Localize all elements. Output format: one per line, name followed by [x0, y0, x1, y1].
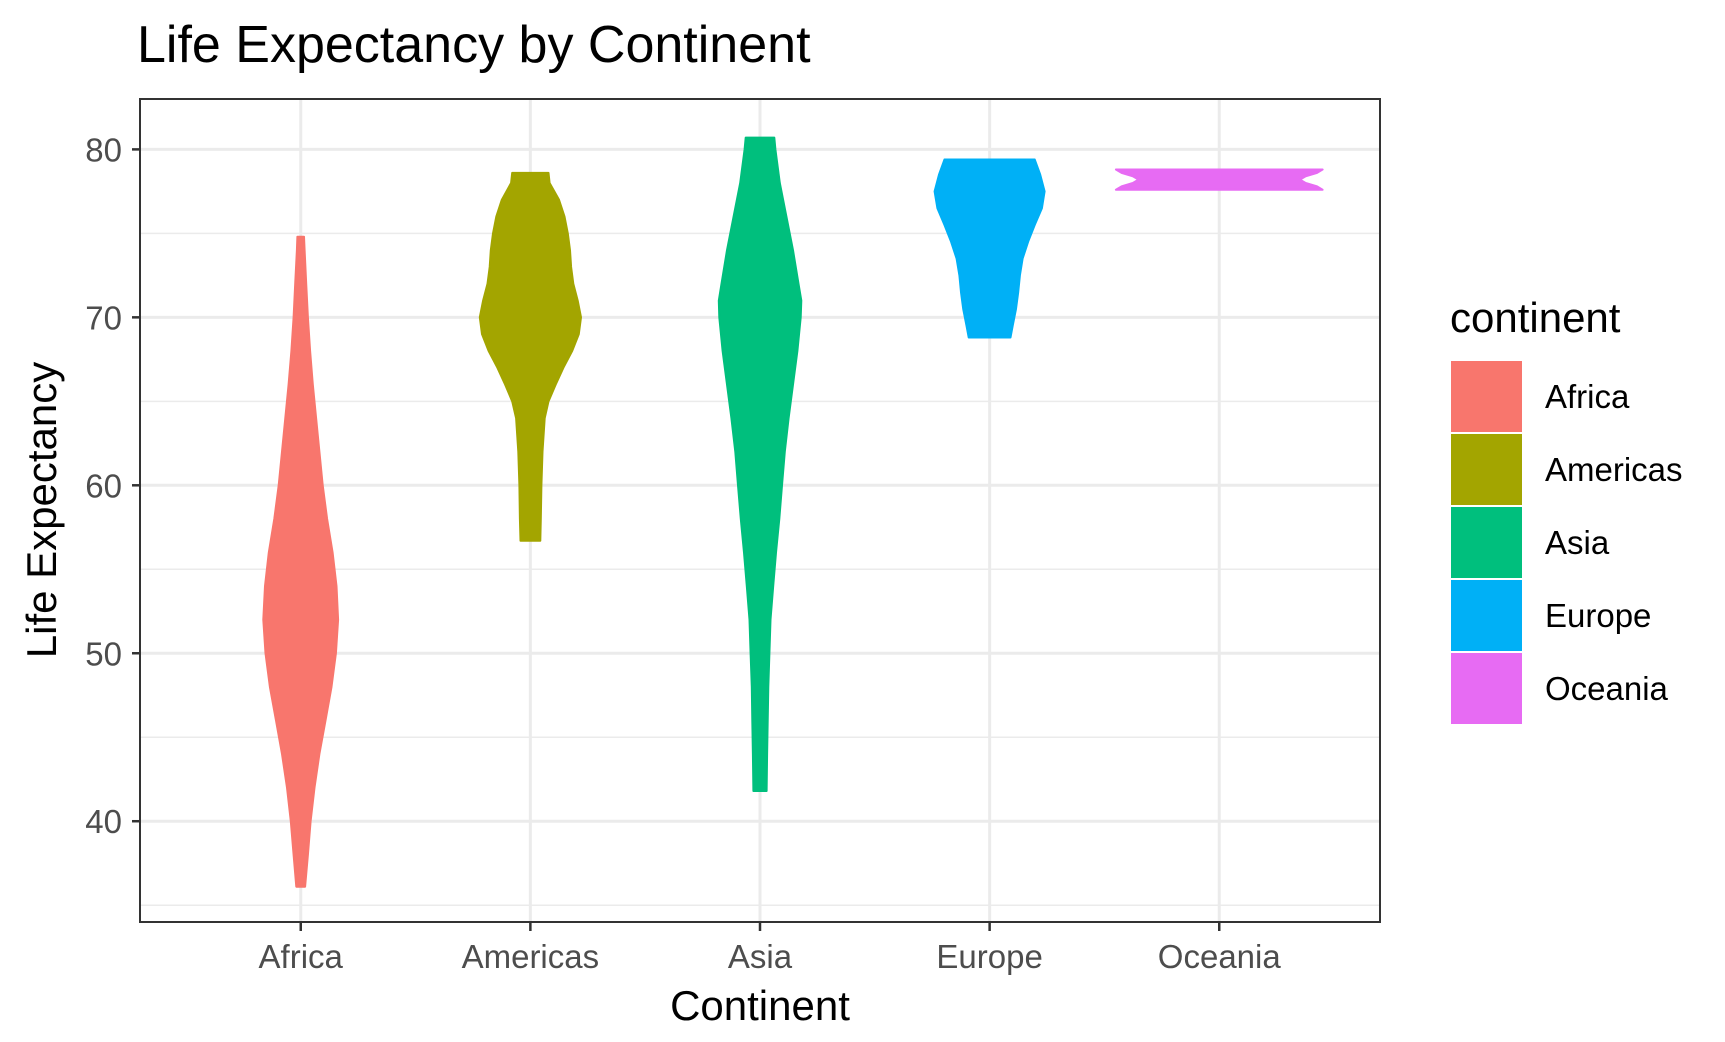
violin-europe	[933, 158, 1046, 339]
violins	[262, 136, 1324, 888]
x-tick-label: Africa	[259, 938, 344, 975]
legend-label: Africa	[1545, 378, 1630, 415]
x-tick-label: Asia	[728, 938, 793, 975]
legend-label: Europe	[1545, 597, 1651, 634]
legend-key-africa	[1451, 361, 1522, 432]
legend: continent Africa Americas Asia Europe Oceani…	[1450, 294, 1683, 724]
y-tick-label: 40	[85, 803, 122, 840]
violin-americas	[478, 171, 582, 542]
chart-title: Life Expectancy by Continent	[137, 16, 811, 74]
violin-africa	[262, 235, 340, 888]
x-axis: Africa Americas Asia Europe Oceania	[259, 922, 1282, 975]
legend-key-oceania	[1451, 653, 1522, 724]
x-tick-label: Europe	[936, 938, 1042, 975]
violin-oceania	[1114, 168, 1324, 191]
y-tick-label: 60	[85, 467, 122, 504]
y-tick-label: 80	[85, 131, 122, 168]
legend-label: Americas	[1545, 451, 1683, 488]
legend-label: Asia	[1545, 524, 1610, 561]
plot-panel	[139, 98, 1381, 923]
x-tick-label: Oceania	[1158, 938, 1282, 975]
y-axis-title: Life Expectancy	[18, 362, 65, 659]
legend-label: Oceania	[1545, 670, 1669, 707]
legend-key-asia	[1451, 507, 1522, 578]
y-tick-label: 70	[85, 299, 122, 336]
x-tick-label: Americas	[462, 938, 600, 975]
violin-asia	[717, 136, 803, 792]
x-axis-title: Continent	[670, 982, 850, 1029]
legend-key-americas	[1451, 434, 1522, 505]
y-axis: 40 50 60 70 80	[85, 131, 140, 840]
y-tick-label: 50	[85, 635, 122, 672]
legend-key-europe	[1451, 580, 1522, 651]
legend-title: continent	[1450, 294, 1621, 341]
